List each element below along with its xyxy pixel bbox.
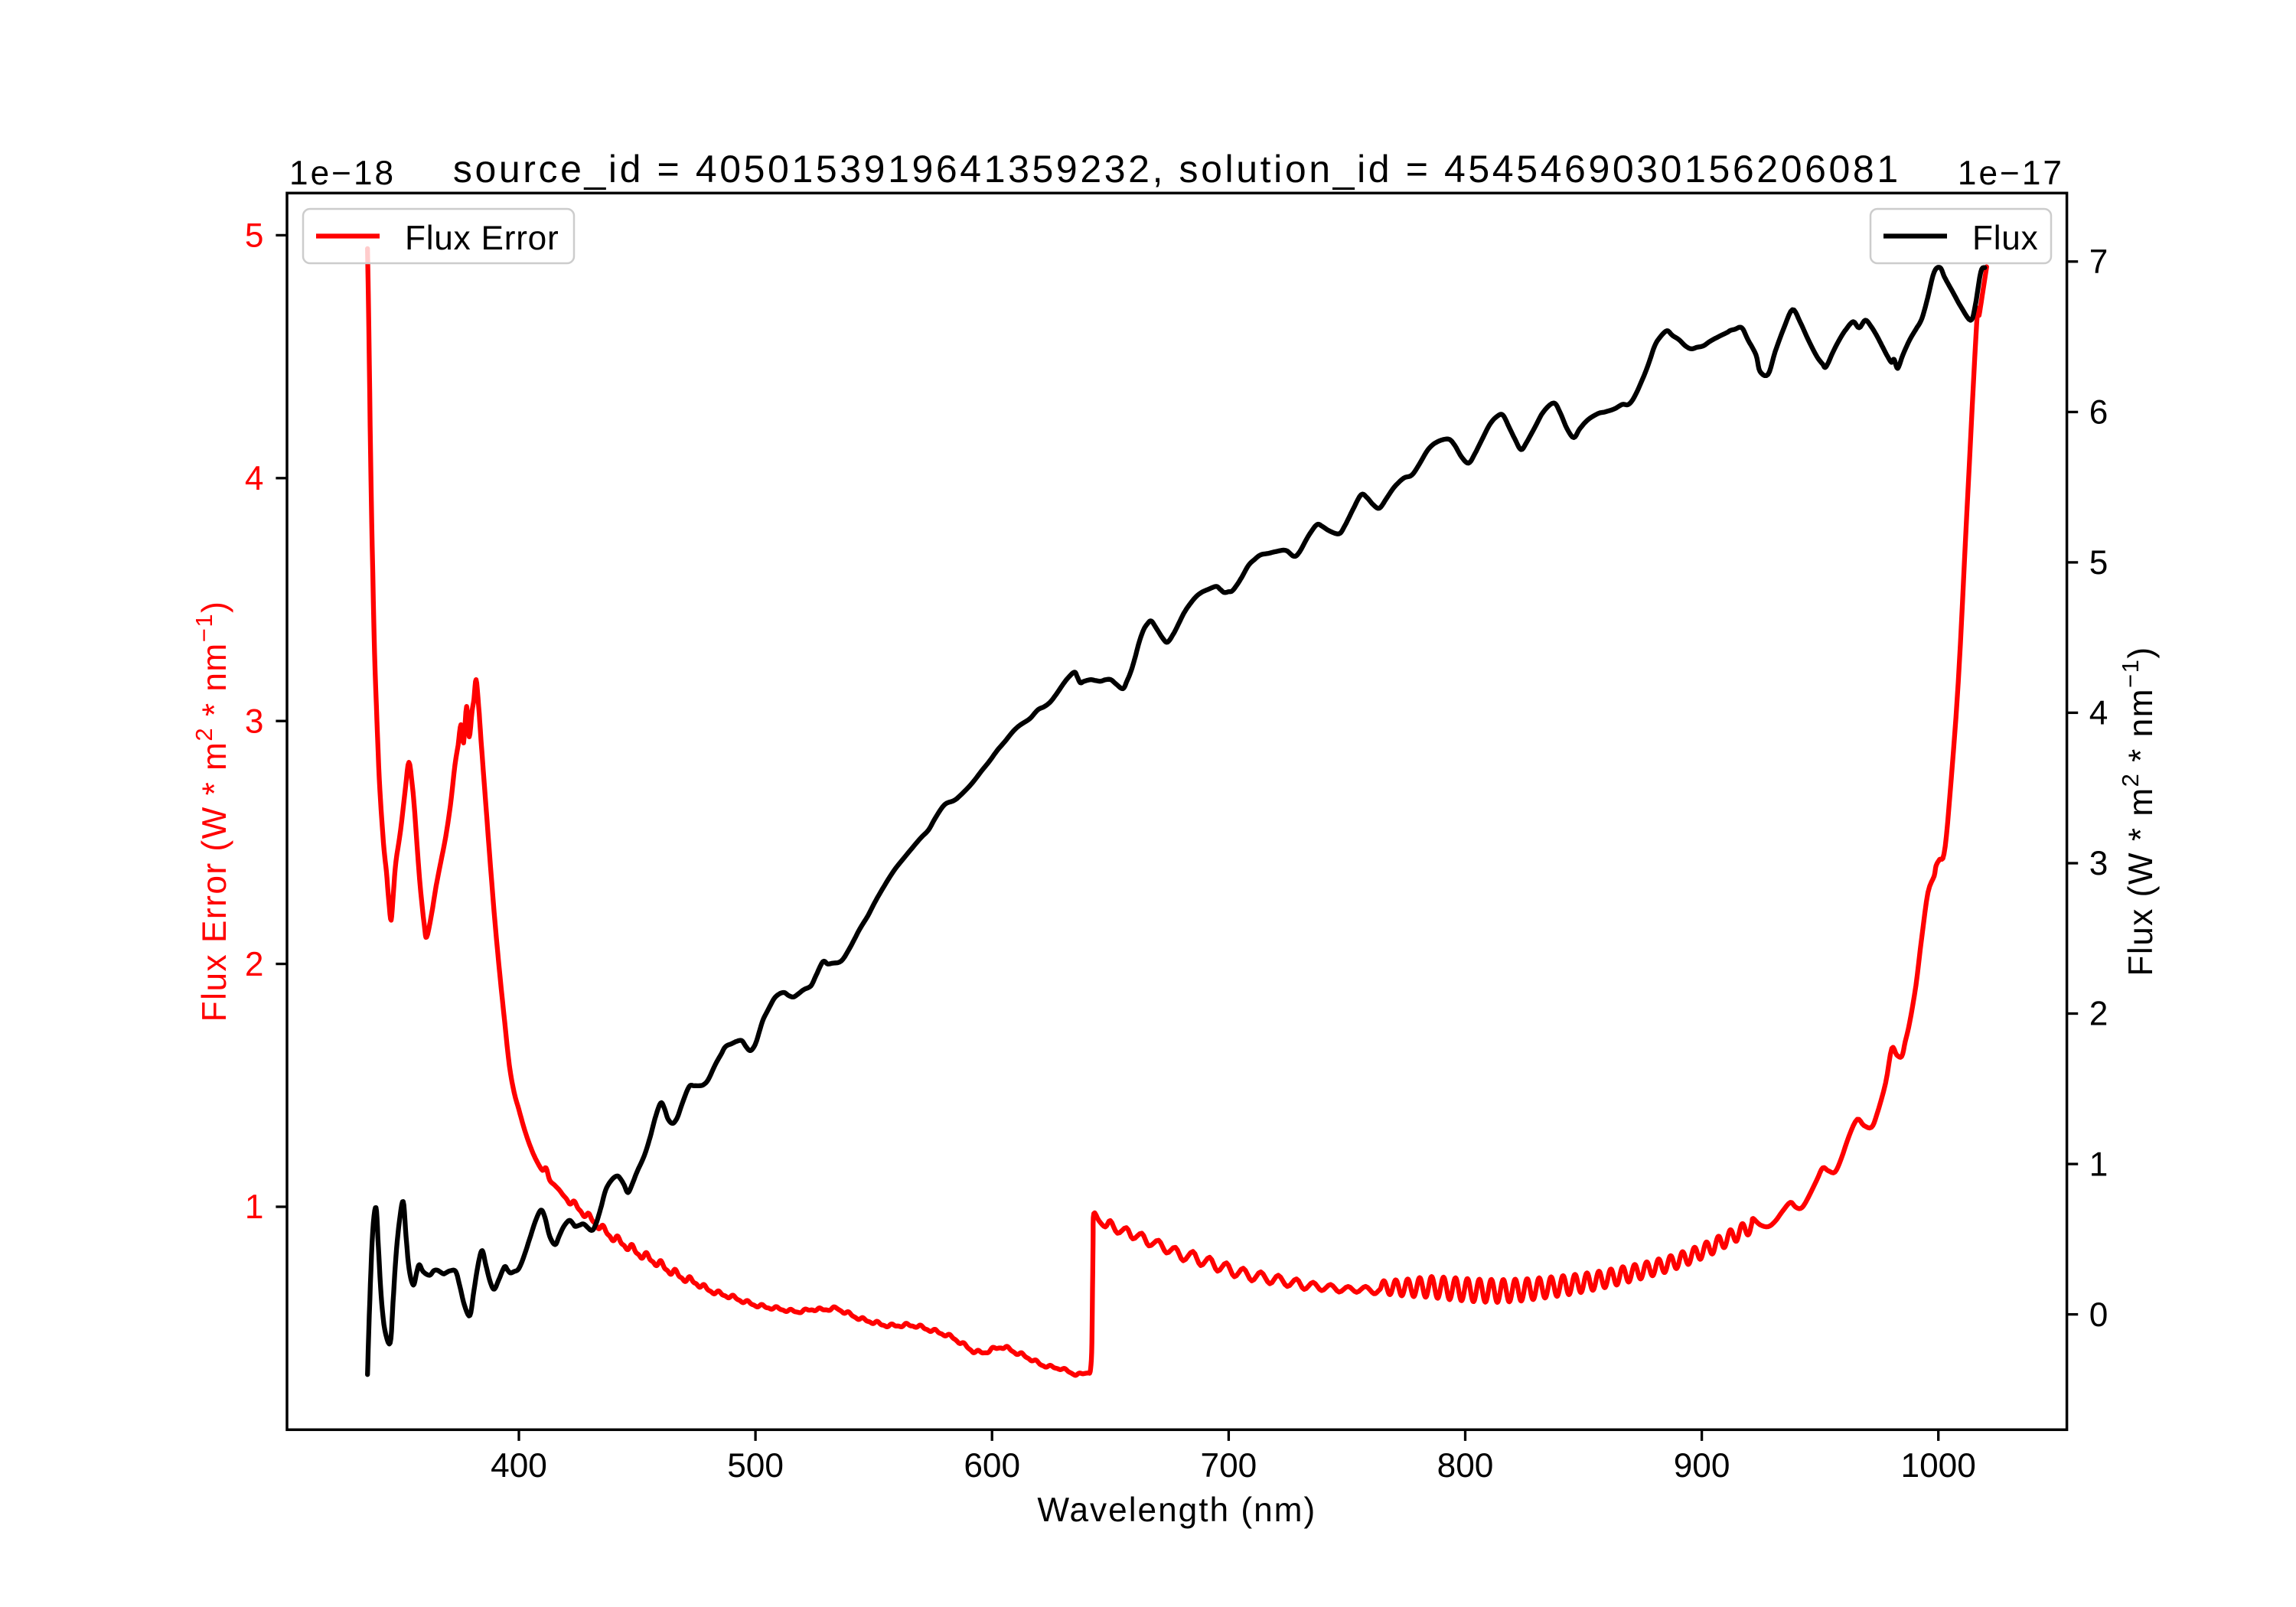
svg-text:3: 3 — [245, 702, 264, 740]
svg-text:1: 1 — [245, 1188, 264, 1226]
svg-text:1e−17: 1e−17 — [1958, 155, 2064, 192]
svg-text:7: 7 — [2089, 243, 2108, 281]
svg-text:Flux Error (W * m2 * nm−1): Flux Error (W * m2 * nm−1) — [191, 601, 233, 1022]
svg-text:Flux: Flux — [1972, 220, 2038, 257]
svg-text:3: 3 — [2089, 845, 2108, 882]
svg-text:500: 500 — [727, 1447, 784, 1485]
svg-text:900: 900 — [1674, 1447, 1730, 1485]
svg-text:1000: 1000 — [1901, 1447, 1976, 1485]
svg-text:4: 4 — [2089, 695, 2108, 732]
svg-text:700: 700 — [1201, 1447, 1257, 1485]
svg-text:Flux Error: Flux Error — [405, 220, 559, 257]
svg-text:0: 0 — [2089, 1296, 2108, 1334]
svg-text:800: 800 — [1437, 1447, 1494, 1485]
svg-text:6: 6 — [2089, 394, 2108, 432]
svg-text:2: 2 — [2089, 996, 2108, 1033]
svg-text:Flux (W * m2 * nm−1): Flux (W * m2 * nm−1) — [2117, 646, 2160, 976]
svg-text:600: 600 — [964, 1447, 1020, 1485]
svg-text:Wavelength (nm): Wavelength (nm) — [1037, 1491, 1316, 1529]
svg-text:1: 1 — [2089, 1146, 2108, 1183]
svg-text:400: 400 — [491, 1447, 547, 1485]
svg-text:5: 5 — [2089, 544, 2108, 582]
svg-text:4: 4 — [245, 460, 264, 497]
svg-text:2: 2 — [245, 946, 264, 983]
svg-text:source_id = 405015391964135923: source_id = 4050153919641359232, solutio… — [453, 148, 1901, 191]
svg-text:1e−18: 1e−18 — [289, 155, 396, 192]
svg-text:5: 5 — [245, 217, 264, 255]
